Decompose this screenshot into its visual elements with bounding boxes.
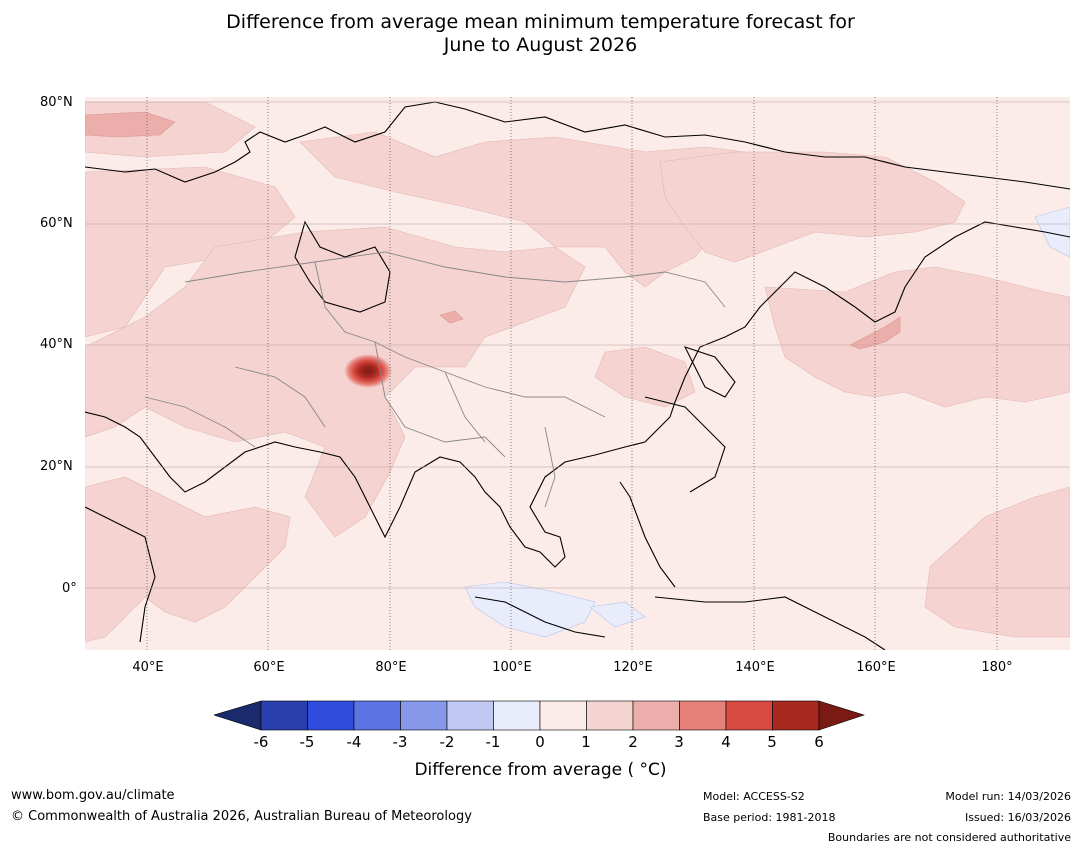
colorbar [214,700,865,731]
colorbar-bin-9 [679,700,727,731]
country-borders [144,251,726,508]
colorbar-bin-3 [400,700,448,731]
anomaly-regions-1-2 [85,101,1070,643]
base-period: Base period: 1981-2018 [703,811,836,824]
colorbar-extend-high [818,700,865,731]
colorbar-tick-minus3: -3 [392,733,408,751]
colorbar-tick-5: 5 [767,733,777,751]
colorbar-bin-7 [586,700,634,731]
lat-label-60n: 60°N [40,216,73,231]
colorbar-tick-2: 2 [628,733,638,751]
lon-label-180: 180° [981,660,1013,675]
colorbar-tick-0: 0 [535,733,545,751]
model-run-date: Model run: 14/03/2026 [945,790,1071,803]
colorbar-bin-5 [493,700,541,731]
colorbar-extend-low [214,700,262,731]
lon-label-160e: 160°E [856,660,896,675]
colorbar-tick-6: 6 [814,733,824,751]
colorbar-bin-11 [772,700,820,731]
forecast-map [85,97,1070,650]
lon-label-60e: 60°E [253,660,285,675]
map-title-line2: June to August 2026 [443,34,638,56]
colorbar-tick-minus5: -5 [299,733,315,751]
lat-label-equator: 0° [62,581,77,596]
colorbar-tick-4: 4 [721,733,731,751]
latitude-gridlines [85,101,1070,589]
coastlines [85,101,1070,650]
colorbar-tick-minus2: -2 [439,733,455,751]
colorbar-tick-minus4: -4 [346,733,362,751]
colorbar-tick-1: 1 [581,733,591,751]
lat-label-80n: 80°N [40,95,73,110]
model-name: Model: ACCESS-S2 [703,790,805,803]
lon-label-80e: 80°E [375,660,407,675]
longitude-gridlines [146,97,998,650]
lat-label-40n: 40°N [40,337,73,352]
colorbar-bin-0 [260,700,308,731]
copyright-text: © Commonwealth of Australia 2026, Austra… [11,809,472,824]
boundaries-disclaimer: Boundaries are not considered authoritat… [827,831,1071,844]
colorbar-bin-6 [539,700,587,731]
lon-label-120e: 120°E [613,660,653,675]
colorbar-label: Difference from average ( °C) [414,760,667,780]
lat-label-20n: 20°N [40,459,73,474]
colorbar-bin-1 [307,700,355,731]
colorbar-bin-2 [353,700,401,731]
colorbar-bin-10 [725,700,773,731]
issued-date: Issued: 16/03/2026 [964,811,1071,824]
lon-label-40e: 40°E [132,660,164,675]
lon-label-100e: 100°E [492,660,532,675]
website-link[interactable]: www.bom.gov.au/climate [11,788,175,803]
anomaly-regions-minus-1-0 [464,206,1070,638]
colorbar-tick-minus1: -1 [485,733,501,751]
colorbar-bin-8 [632,700,680,731]
lon-label-140e: 140°E [735,660,775,675]
anomaly-regions-2-3 [85,111,901,350]
map-title-line1: Difference from average mean minimum tem… [226,11,855,33]
colorbar-bin-4 [446,700,494,731]
colorbar-tick-minus6: -6 [253,733,269,751]
anomaly-hotspot [344,354,392,388]
colorbar-tick-3: 3 [674,733,684,751]
